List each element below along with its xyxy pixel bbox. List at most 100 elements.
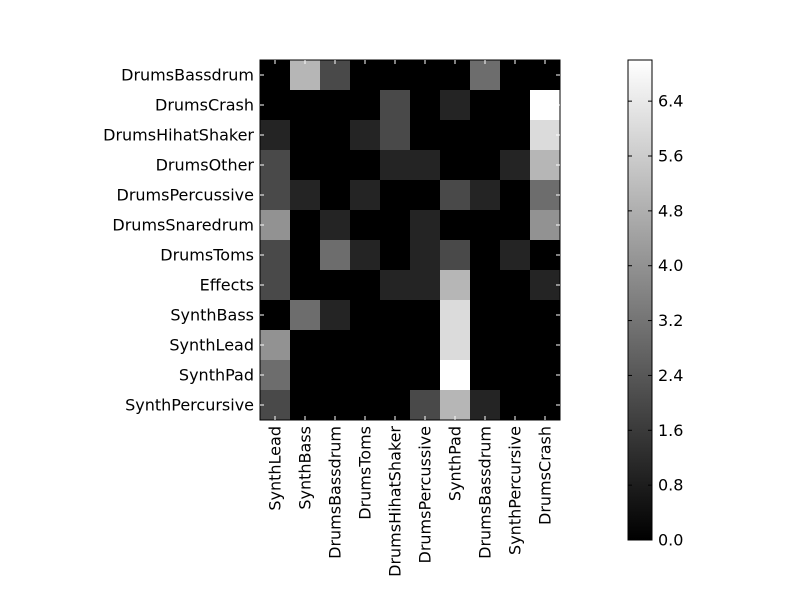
- colorbar-ticks: 0.0 0.8 1.6 2.4 3.2 4.0 4.8 5.6 6.4: [628, 92, 683, 550]
- heatmap-cell: [260, 180, 291, 211]
- heatmap-cell: [410, 330, 441, 361]
- heatmap-cell: [500, 90, 531, 121]
- colorbar: 0.0 0.8 1.6 2.4 3.2 4.0 4.8 5.6 6.4: [627, 59, 683, 550]
- heatmap-cell: [320, 270, 351, 301]
- heatmap-cell: [350, 180, 381, 211]
- heatmap-cell: [410, 180, 441, 211]
- heatmap-cell: [470, 90, 501, 121]
- heatmap-cell: [410, 210, 441, 241]
- row-label: DrumsHihatShaker: [103, 126, 254, 145]
- heatmap-cell: [440, 390, 471, 421]
- heatmap-cell: [320, 360, 351, 391]
- column-labels: SynthLead SynthBass DrumsBassdrum DrumsToms…: [266, 60, 555, 577]
- heatmap-frame: [259, 59, 561, 421]
- heatmap-cell: [470, 120, 501, 151]
- heatmap-cell: [380, 270, 411, 301]
- heatmap-cell: [530, 90, 561, 121]
- heatmap-cell: [260, 210, 291, 241]
- row-label: DrumsToms: [160, 246, 254, 265]
- column-label: SynthPercursive: [506, 426, 525, 555]
- heatmap-cell: [410, 300, 441, 331]
- heatmap-cells: [260, 60, 561, 421]
- heatmap-cell: [500, 390, 531, 421]
- heatmap-cell: [350, 300, 381, 331]
- heatmap-cell: [470, 150, 501, 181]
- heatmap-cell: [350, 330, 381, 361]
- heatmap-cell: [380, 330, 411, 361]
- heatmap-cell: [290, 300, 321, 331]
- heatmap-cell: [530, 210, 561, 241]
- heatmap-cell: [500, 330, 531, 361]
- heatmap-cell: [470, 210, 501, 241]
- heatmap-cell: [440, 270, 471, 301]
- heatmap-cell: [290, 390, 321, 421]
- heatmap-cell: [350, 270, 381, 301]
- heatmap-cell: [530, 150, 561, 181]
- heatmap-cell: [470, 360, 501, 391]
- heatmap-cell: [410, 120, 441, 151]
- heatmap-cell: [500, 210, 531, 241]
- heatmap-cell: [350, 60, 381, 91]
- heatmap-cell: [410, 90, 441, 121]
- heatmap-cell: [260, 330, 291, 361]
- heatmap-cell: [470, 60, 501, 91]
- heatmap-cell: [440, 90, 471, 121]
- column-label: DrumsCrash: [536, 426, 555, 525]
- colorbar-tick-label: 5.6: [658, 147, 683, 166]
- heatmap-cell: [470, 240, 501, 271]
- heatmap-cell: [380, 240, 411, 271]
- heatmap-cell: [530, 330, 561, 361]
- heatmap-cell: [290, 90, 321, 121]
- column-label: DrumsToms: [356, 426, 375, 520]
- heatmap-cell: [290, 360, 321, 391]
- heatmap-cell: [440, 240, 471, 271]
- heatmap-cell: [440, 300, 471, 331]
- heatmap-cell: [500, 120, 531, 151]
- heatmap-cell: [410, 150, 441, 181]
- heatmap-cell: [320, 390, 351, 421]
- colorbar-tick-label: 4.0: [658, 256, 683, 275]
- heatmap-cell: [440, 60, 471, 91]
- heatmap-cell: [530, 60, 561, 91]
- heatmap-cell: [290, 270, 321, 301]
- heatmap-cell: [470, 390, 501, 421]
- colorbar-frame: [627, 59, 653, 541]
- column-label: DrumsBassdrum: [326, 426, 345, 559]
- heatmap-cell: [320, 90, 351, 121]
- heatmap-cell: [290, 180, 321, 211]
- heatmap-cell: [440, 330, 471, 361]
- colorbar-tick-label: 4.8: [658, 201, 683, 220]
- row-label: Effects: [200, 276, 254, 295]
- heatmap-cell: [380, 390, 411, 421]
- heatmap-cell: [530, 300, 561, 331]
- heatmap-cell: [260, 90, 291, 121]
- heatmap-cell: [500, 360, 531, 391]
- heatmap-cell: [320, 150, 351, 181]
- heatmap-cell: [320, 60, 351, 91]
- colorbar-tick-label: 0.8: [658, 476, 683, 495]
- colorbar-gradient: [628, 60, 652, 540]
- heatmap-cell: [470, 270, 501, 301]
- heatmap-cell: [530, 390, 561, 421]
- colorbar-tick-label: 3.2: [658, 311, 683, 330]
- heatmap-cell: [260, 150, 291, 181]
- heatmap-cell: [530, 180, 561, 211]
- heatmap-cell: [470, 330, 501, 361]
- heatmap-cell: [500, 300, 531, 331]
- heatmap-cell: [380, 120, 411, 151]
- heatmap-cell: [500, 240, 531, 271]
- heatmap-cell: [530, 270, 561, 301]
- heatmap-cell: [440, 210, 471, 241]
- heatmap-cell: [290, 60, 321, 91]
- heatmap-cell: [290, 330, 321, 361]
- column-label: DrumsHihatShaker: [386, 426, 405, 577]
- row-label: SynthPad: [179, 366, 254, 385]
- column-label: SynthLead: [266, 426, 285, 511]
- heatmap-cell: [410, 360, 441, 391]
- heatmap-cell: [410, 390, 441, 421]
- heatmap-cell: [350, 150, 381, 181]
- heatmap-cell: [260, 300, 291, 331]
- heatmap-cell: [350, 360, 381, 391]
- heatmap-cell: [290, 240, 321, 271]
- heatmap-cell: [380, 90, 411, 121]
